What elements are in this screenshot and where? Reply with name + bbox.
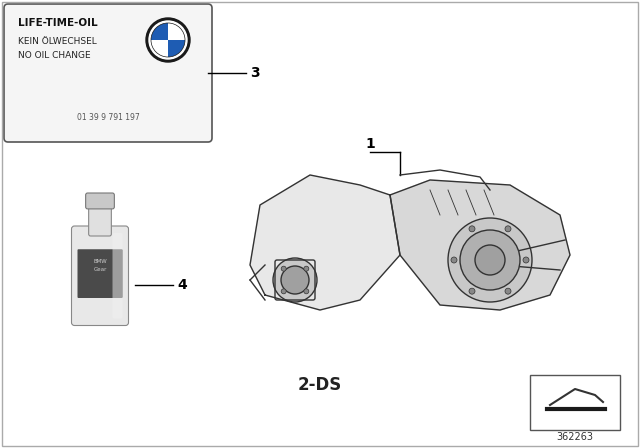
Circle shape bbox=[304, 266, 309, 271]
Circle shape bbox=[505, 288, 511, 294]
Text: 2-DS: 2-DS bbox=[298, 376, 342, 394]
Text: Gear: Gear bbox=[93, 267, 107, 272]
FancyBboxPatch shape bbox=[89, 203, 111, 236]
Polygon shape bbox=[390, 180, 570, 310]
Circle shape bbox=[475, 245, 505, 275]
Circle shape bbox=[281, 289, 286, 294]
Wedge shape bbox=[168, 40, 185, 57]
FancyBboxPatch shape bbox=[86, 193, 115, 209]
Circle shape bbox=[448, 218, 532, 302]
Circle shape bbox=[273, 258, 317, 302]
FancyBboxPatch shape bbox=[77, 249, 122, 298]
Text: 3: 3 bbox=[250, 66, 260, 80]
Bar bbox=[530, 375, 620, 430]
Text: NO OIL CHANGE: NO OIL CHANGE bbox=[18, 51, 91, 60]
Circle shape bbox=[505, 226, 511, 232]
FancyBboxPatch shape bbox=[72, 226, 129, 326]
FancyBboxPatch shape bbox=[113, 233, 122, 319]
Wedge shape bbox=[151, 23, 168, 40]
Text: 1: 1 bbox=[365, 137, 375, 151]
Circle shape bbox=[304, 289, 309, 294]
Text: 4: 4 bbox=[177, 278, 187, 292]
Circle shape bbox=[460, 230, 520, 290]
Text: KEIN ÖLWECHSEL: KEIN ÖLWECHSEL bbox=[18, 37, 97, 46]
FancyBboxPatch shape bbox=[4, 4, 212, 142]
Circle shape bbox=[146, 18, 190, 62]
Wedge shape bbox=[168, 23, 185, 40]
Circle shape bbox=[149, 21, 187, 59]
Circle shape bbox=[281, 266, 309, 294]
Text: LIFE-TIME-OIL: LIFE-TIME-OIL bbox=[18, 18, 98, 28]
Circle shape bbox=[469, 226, 475, 232]
Circle shape bbox=[281, 266, 286, 271]
Circle shape bbox=[451, 257, 457, 263]
Text: BMW: BMW bbox=[93, 259, 107, 264]
Circle shape bbox=[469, 288, 475, 294]
Wedge shape bbox=[151, 40, 168, 57]
Circle shape bbox=[523, 257, 529, 263]
Polygon shape bbox=[250, 175, 400, 310]
Text: 362263: 362263 bbox=[557, 432, 593, 442]
Text: 01 39 9 791 197: 01 39 9 791 197 bbox=[77, 113, 140, 122]
